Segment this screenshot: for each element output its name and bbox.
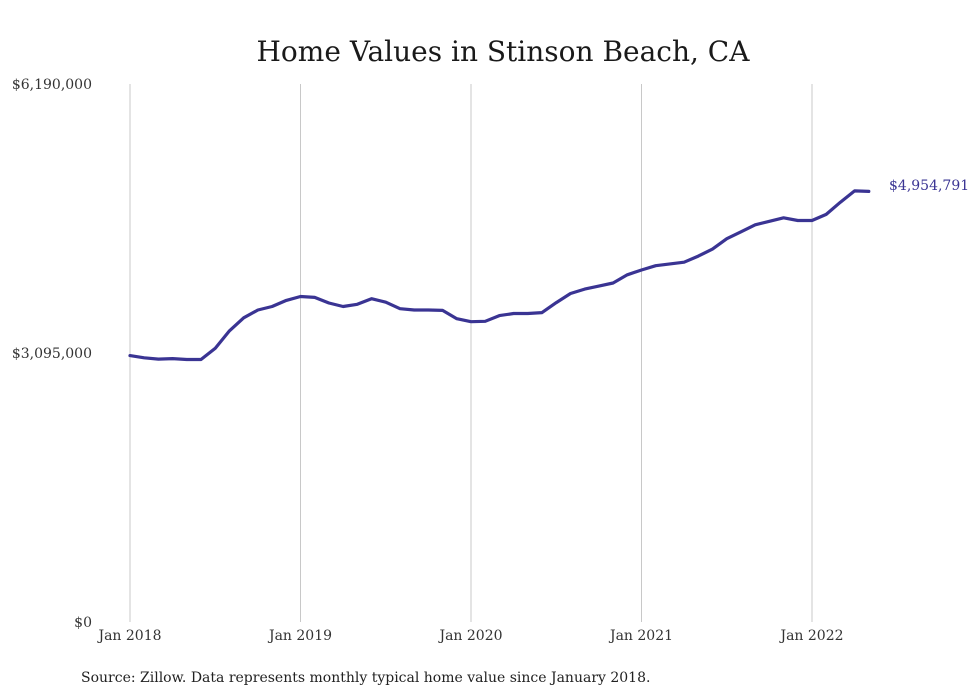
x-tick-label: Jan 2022 bbox=[778, 628, 843, 644]
series-line-0 bbox=[128, 189, 871, 362]
y-axis-ticks: $0 $3,095,000 $6,190,000 bbox=[12, 77, 92, 631]
chart-title: Home Values in Stinson Beach, CA bbox=[257, 35, 751, 68]
x-tick-label: Jan 2018 bbox=[96, 628, 161, 644]
x-tick-label: Jan 2019 bbox=[267, 628, 332, 644]
x-tick-label: Jan 2020 bbox=[437, 628, 502, 644]
y-tick-label: $0 bbox=[74, 615, 92, 631]
y-tick-label: $3,095,000 bbox=[12, 346, 92, 362]
x-tick-label: Jan 2021 bbox=[608, 628, 673, 644]
gridlines bbox=[129, 84, 813, 622]
source-note: Source: Zillow. Data represents monthly … bbox=[81, 670, 650, 686]
y-tick-label: $6,190,000 bbox=[12, 77, 92, 93]
series-layer bbox=[128, 189, 871, 362]
x-axis-ticks: Jan 2018 Jan 2019 Jan 2020 Jan 2021 Jan 2022 bbox=[96, 628, 843, 644]
last-value-label: $4,954,791 bbox=[889, 178, 969, 194]
